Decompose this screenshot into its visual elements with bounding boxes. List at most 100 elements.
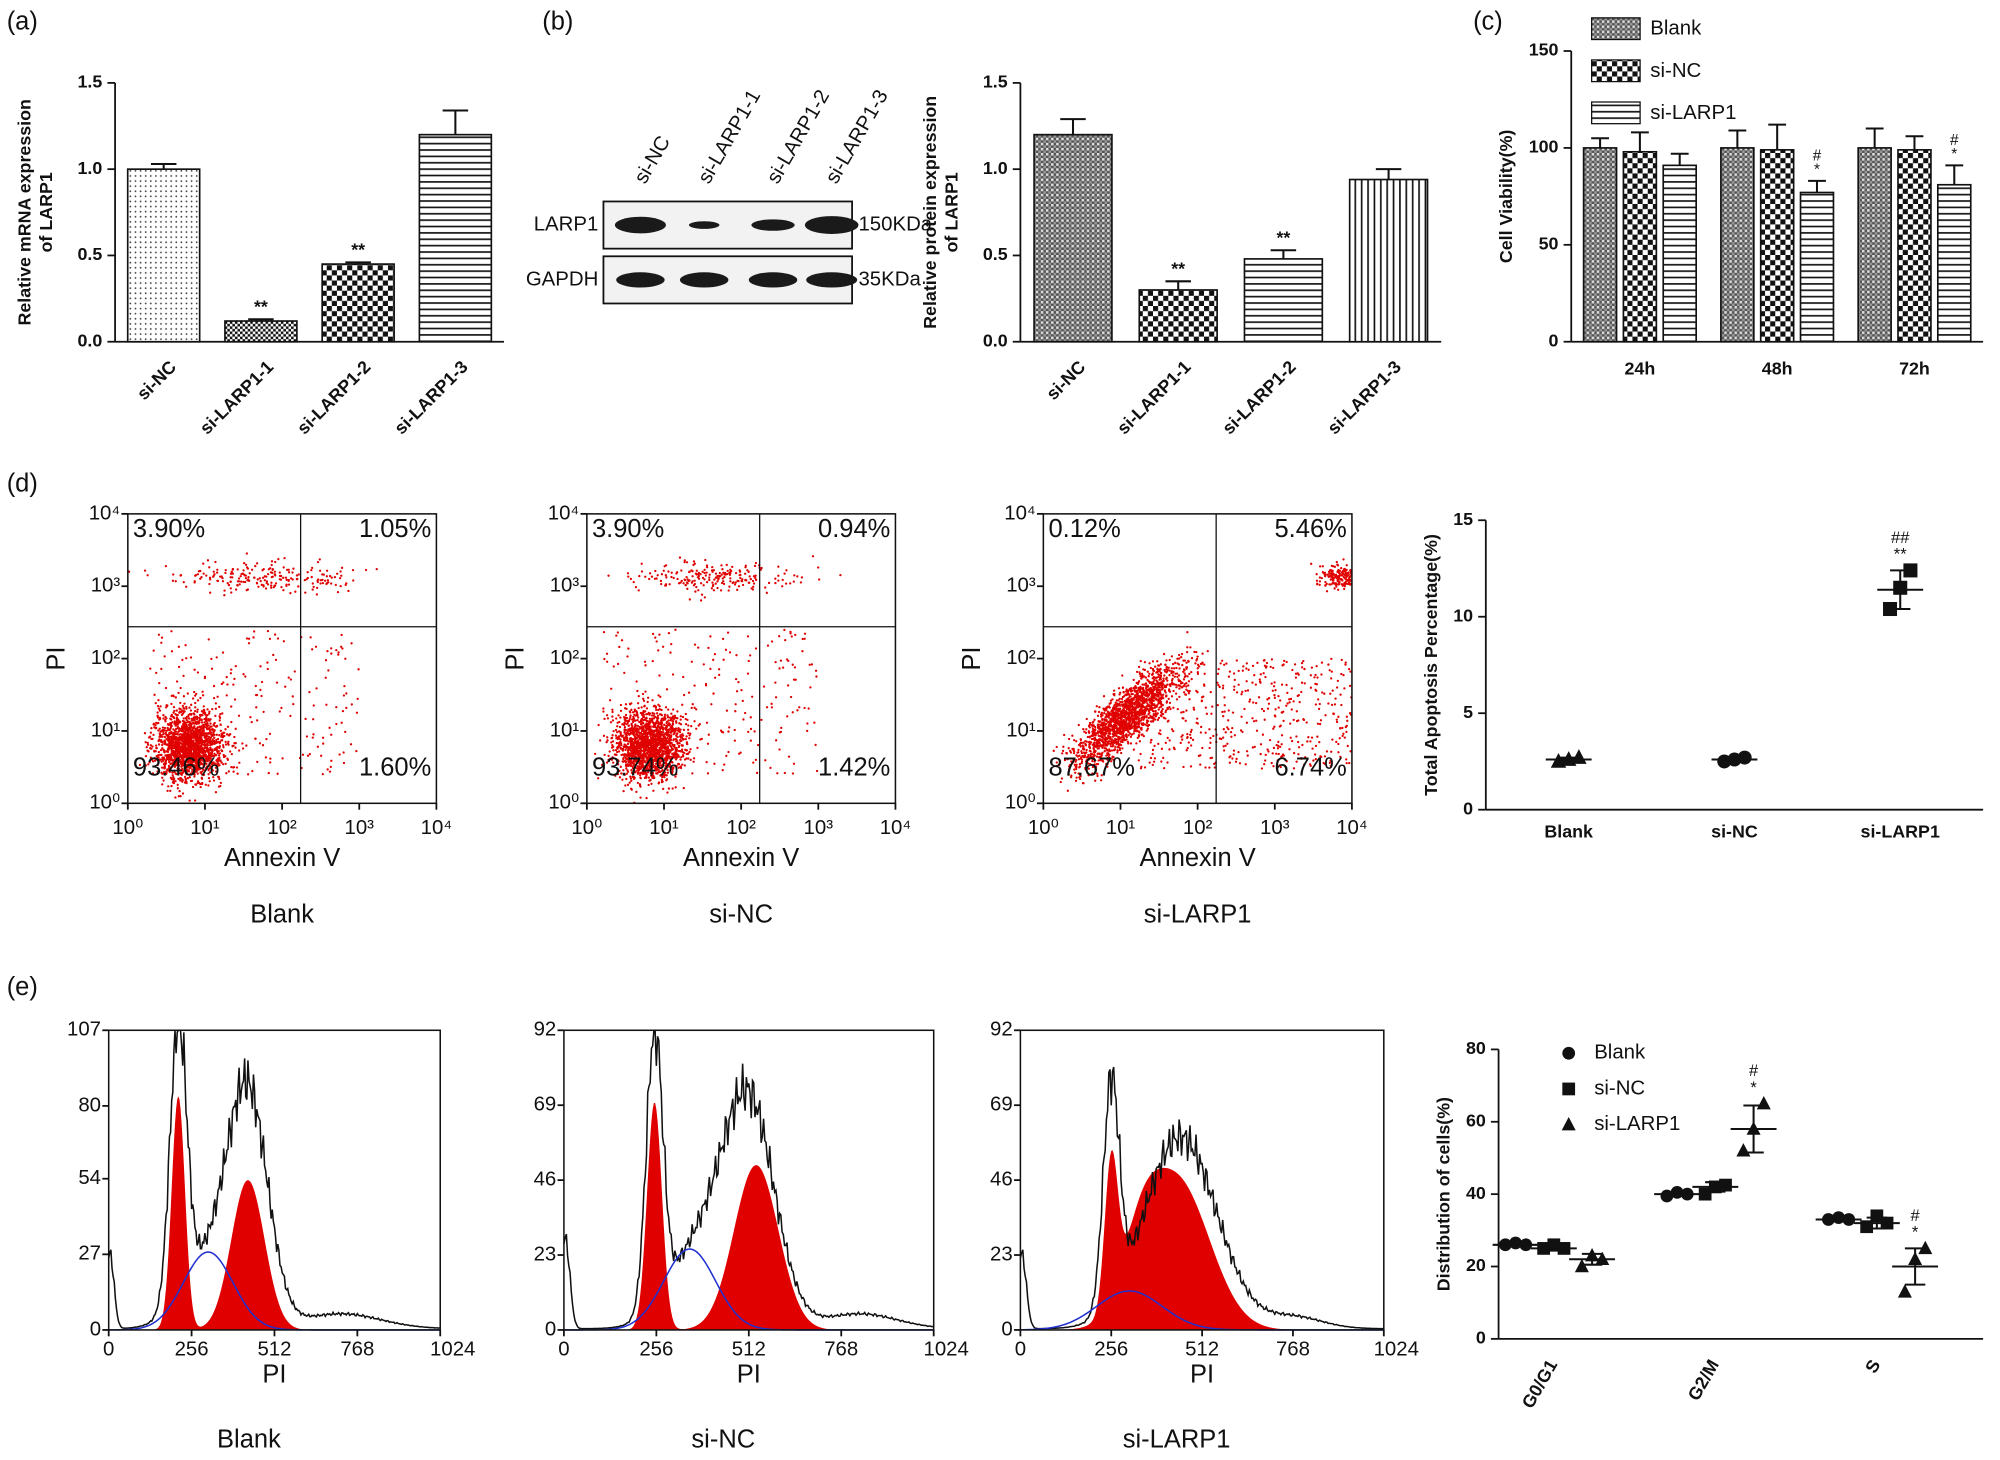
event-dot <box>210 667 214 670</box>
event-dot <box>185 718 188 722</box>
event-dot <box>664 717 667 720</box>
event-dot <box>308 690 311 694</box>
event-dot <box>185 705 188 709</box>
event-dot <box>189 772 192 775</box>
event-dot <box>182 695 186 698</box>
event-dot <box>629 787 633 790</box>
event-dot <box>221 712 224 715</box>
event-dot <box>289 577 293 580</box>
event-dot <box>683 764 686 767</box>
event-dot <box>342 694 346 697</box>
event-dot <box>690 725 693 728</box>
event-dot <box>647 721 650 725</box>
event-dot <box>224 571 227 575</box>
event-dot <box>339 576 342 580</box>
event-dot <box>713 676 717 679</box>
error-bar <box>1165 280 1191 290</box>
event-dot <box>218 734 221 737</box>
event-dot <box>206 708 209 711</box>
event-dot <box>624 719 627 723</box>
event-dot <box>715 576 718 579</box>
bar <box>1799 191 1835 343</box>
event-dot <box>321 736 325 739</box>
event-dot <box>654 715 657 718</box>
event-dot <box>719 589 723 592</box>
event-dot <box>682 693 686 697</box>
event-dot <box>254 684 257 688</box>
event-dot <box>650 575 654 578</box>
bar <box>1582 147 1618 343</box>
event-dot <box>636 781 640 785</box>
event-dot <box>328 574 332 578</box>
event-dot <box>178 742 181 746</box>
event-dot <box>684 737 687 741</box>
event-dot <box>622 789 625 793</box>
event-dot <box>687 757 690 760</box>
event-dot <box>685 576 688 579</box>
event-dot <box>644 718 647 722</box>
event-dot <box>289 714 292 718</box>
event-dot <box>196 710 199 714</box>
event-dot <box>284 576 288 579</box>
event-dot <box>700 593 704 596</box>
event-dot <box>642 709 645 713</box>
event-dot <box>634 719 637 722</box>
event-dot <box>633 726 636 730</box>
event-dot <box>328 770 332 773</box>
event-dot <box>315 593 319 596</box>
event-dot <box>172 781 176 785</box>
event-dot <box>704 682 708 686</box>
x-tick-label: si-LARP1-2 <box>1218 357 1300 439</box>
event-dot <box>646 696 650 699</box>
bar <box>1759 149 1795 343</box>
event-dot <box>667 787 671 790</box>
y-tick-label: 50 <box>1539 234 1559 254</box>
event-dot <box>690 569 693 572</box>
event-dot <box>774 739 778 742</box>
event-dot <box>242 673 245 676</box>
event-dot <box>807 707 810 710</box>
event-dot <box>199 569 202 573</box>
y-tick-label: 150 <box>1529 40 1559 60</box>
event-dot <box>306 754 310 757</box>
event-dot <box>792 762 796 765</box>
event-dot <box>209 578 212 581</box>
y-tick-label: 10¹ <box>91 719 121 741</box>
event-dot <box>663 723 666 726</box>
event-dot <box>649 734 652 738</box>
event-dot <box>230 591 233 594</box>
event-dot <box>229 672 233 675</box>
event-dot <box>627 728 630 731</box>
event-dot <box>344 583 347 586</box>
bar <box>1622 150 1658 343</box>
event-dot <box>170 749 173 752</box>
sample-label: Blank <box>250 900 314 928</box>
event-dot <box>654 729 657 732</box>
event-dot <box>199 785 202 789</box>
event-dot <box>181 740 185 743</box>
event-dot <box>691 772 694 775</box>
event-dot <box>192 739 195 742</box>
event-dot <box>185 725 189 728</box>
event-dot <box>154 750 157 753</box>
y-tick-label: 10² <box>550 647 580 669</box>
event-dot <box>651 659 654 663</box>
event-dot <box>650 782 653 785</box>
event-dot <box>206 727 209 730</box>
event-dot <box>672 576 675 580</box>
event-dot <box>678 556 682 559</box>
event-dot <box>276 772 279 775</box>
event-dot <box>177 645 181 648</box>
event-dot <box>194 799 197 802</box>
y-axis-label: Relative protein expression <box>920 96 940 329</box>
event-dot <box>330 582 333 585</box>
event-dot <box>663 565 666 568</box>
event-dot <box>176 725 179 728</box>
event-dot <box>636 702 640 705</box>
x-tick-label: si-LARP1-1 <box>1113 357 1195 439</box>
error-bar <box>1630 131 1649 152</box>
event-dot <box>223 589 226 592</box>
event-dot <box>740 580 744 583</box>
event-dot <box>803 637 806 640</box>
